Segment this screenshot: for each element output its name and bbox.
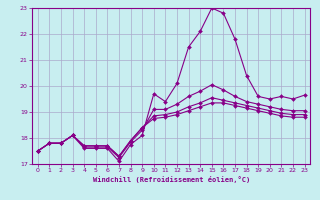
X-axis label: Windchill (Refroidissement éolien,°C): Windchill (Refroidissement éolien,°C) — [92, 176, 250, 183]
